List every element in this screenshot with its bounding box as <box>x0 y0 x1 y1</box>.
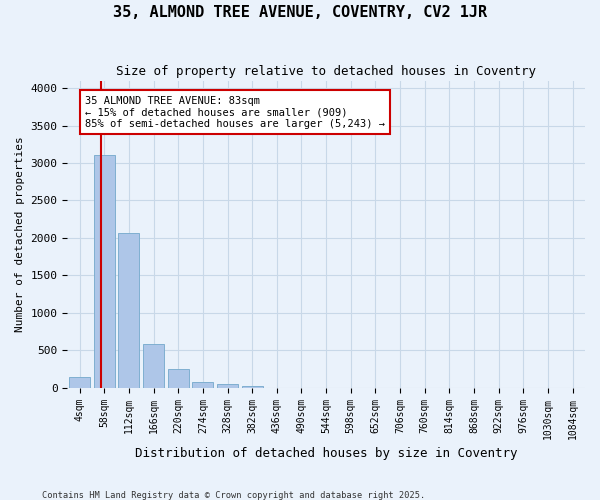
Text: Contains HM Land Registry data © Crown copyright and database right 2025.: Contains HM Land Registry data © Crown c… <box>42 490 425 500</box>
Bar <box>168 369 188 388</box>
Title: Size of property relative to detached houses in Coventry: Size of property relative to detached ho… <box>116 65 536 78</box>
Bar <box>143 344 164 388</box>
Bar <box>94 156 115 388</box>
Bar <box>69 376 90 388</box>
Bar <box>242 386 263 388</box>
Text: 35, ALMOND TREE AVENUE, COVENTRY, CV2 1JR: 35, ALMOND TREE AVENUE, COVENTRY, CV2 1J… <box>113 5 487 20</box>
Bar <box>217 384 238 388</box>
Bar <box>193 382 214 388</box>
Y-axis label: Number of detached properties: Number of detached properties <box>15 136 25 332</box>
Bar <box>118 234 139 388</box>
X-axis label: Distribution of detached houses by size in Coventry: Distribution of detached houses by size … <box>135 447 517 460</box>
Text: 35 ALMOND TREE AVENUE: 83sqm
← 15% of detached houses are smaller (909)
85% of s: 35 ALMOND TREE AVENUE: 83sqm ← 15% of de… <box>85 96 385 128</box>
